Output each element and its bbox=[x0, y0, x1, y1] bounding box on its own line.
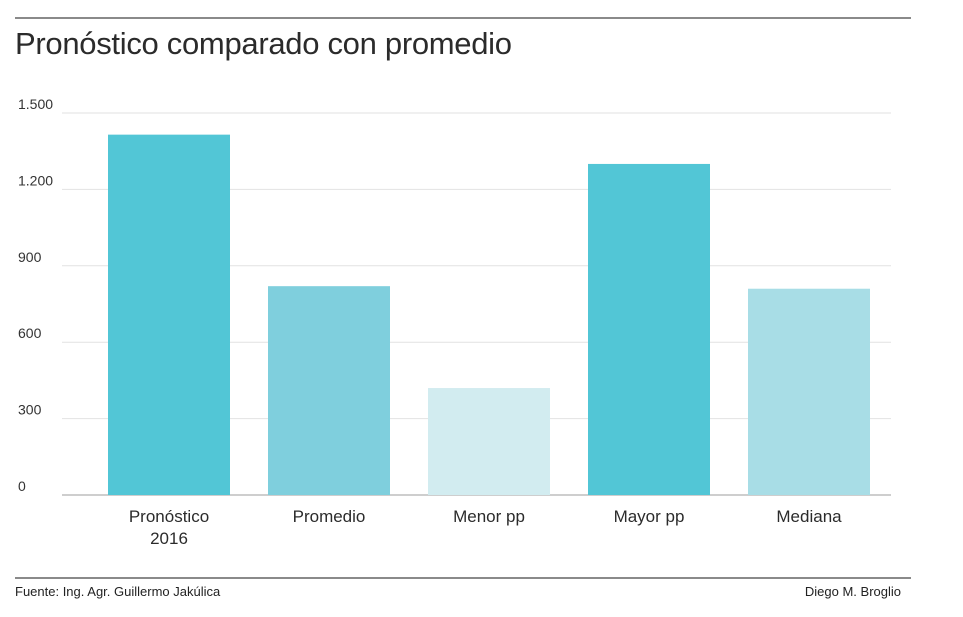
top-rule bbox=[15, 17, 911, 19]
y-tick-label: 0 bbox=[18, 478, 26, 494]
y-tick-label: 300 bbox=[18, 402, 42, 418]
chart-title: Pronóstico comparado con promedio bbox=[15, 26, 512, 61]
source-credit: Fuente: Ing. Agr. Guillermo Jakúlica bbox=[15, 584, 221, 599]
bar bbox=[748, 288, 870, 495]
y-tick-label: 1.200 bbox=[18, 172, 53, 188]
x-tick-label: Mediana bbox=[776, 507, 842, 526]
bar bbox=[268, 286, 390, 495]
bottom-rule bbox=[15, 577, 911, 579]
x-tick-label: Promedio bbox=[293, 507, 366, 526]
y-tick-label: 1.500 bbox=[18, 96, 53, 112]
bar-chart: 0 300 600 900 1.200 1.500 Pronóstico 2016 Promed… bbox=[18, 96, 891, 548]
bar bbox=[588, 163, 710, 495]
x-tick-label: Mayor pp bbox=[614, 507, 685, 526]
bar bbox=[108, 134, 230, 495]
author-credit: Diego M. Broglio bbox=[804, 584, 901, 599]
y-tick-label: 600 bbox=[18, 325, 42, 341]
x-tick-label: Pronóstico bbox=[129, 507, 209, 526]
x-tick-label: 2016 bbox=[150, 529, 188, 548]
y-tick-label: 900 bbox=[18, 249, 42, 265]
x-tick-label: Menor pp bbox=[453, 507, 525, 526]
bar bbox=[428, 388, 550, 495]
